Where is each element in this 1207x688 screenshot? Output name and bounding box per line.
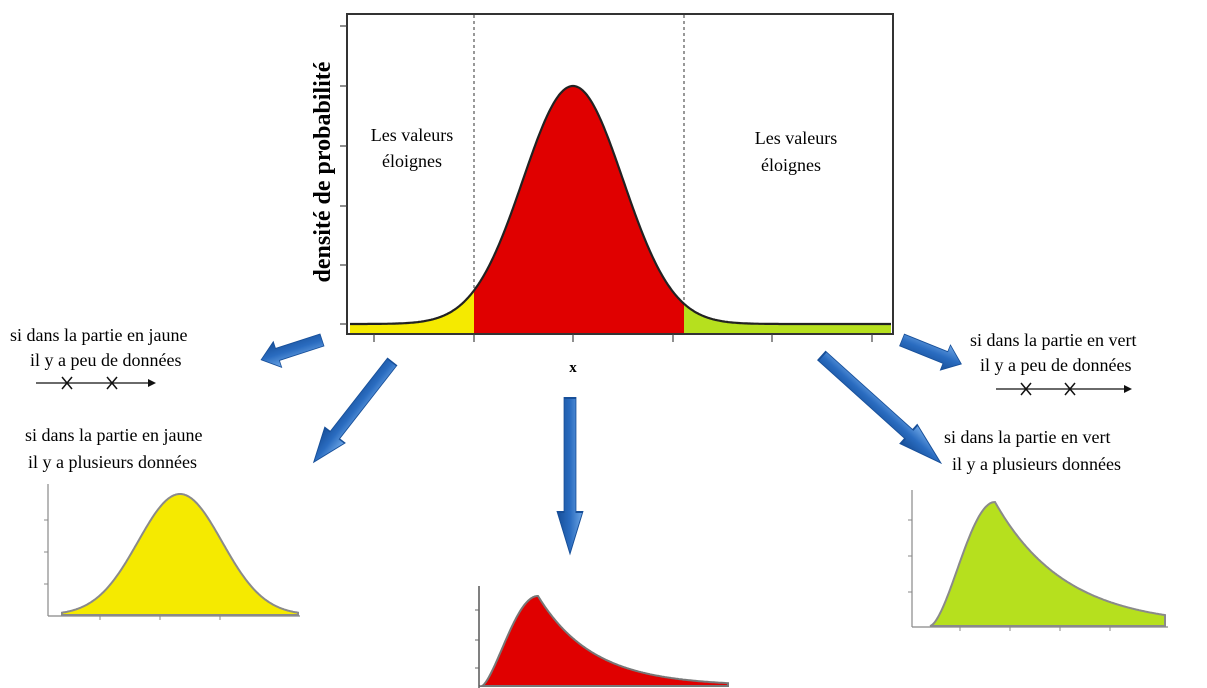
right-region-label-line1: Les valeurs: [755, 128, 837, 148]
few-data-axis-arrowhead: [1124, 385, 1132, 393]
note-right-few-line1: si dans la partie en vert: [970, 330, 1136, 350]
note-left-few-line1: si dans la partie en jaune: [10, 325, 187, 345]
x-axis-label: x: [569, 360, 577, 376]
left-region-label-line1: Les valeurs: [371, 125, 453, 145]
few-data-axis-arrowhead: [148, 379, 156, 387]
green-density-shape: [929, 500, 1166, 627]
note-left-many-line1: si dans la partie en jaune: [25, 425, 202, 445]
arrow-icon: [812, 345, 951, 474]
note-right-many-line1: si dans la partie en vert: [944, 427, 1110, 447]
arrow-icon: [303, 353, 403, 471]
note-right-few: si dans la partie en vert il y a peu de …: [970, 330, 1136, 396]
note-left-few-line2: il y a peu de données: [30, 350, 181, 370]
x-mark-icon: [61, 376, 73, 390]
mini-chart-green: [908, 490, 1168, 631]
y-axis-label: densité de probabilité: [310, 61, 336, 282]
arrow-icon: [256, 326, 327, 374]
left-tail-region: [350, 290, 474, 333]
left-region-label-line2: éloignes: [382, 151, 442, 171]
mini-chart-red: [475, 586, 729, 688]
note-right-many-line2: il y a plusieurs données: [952, 454, 1121, 474]
main-density-chart: densité de probabilité x Les valeurs élo…: [310, 13, 894, 376]
right-tail-region: [684, 303, 891, 333]
x-mark-icon: [1064, 382, 1076, 396]
x-mark-icon: [106, 376, 118, 390]
center-region: [474, 86, 684, 333]
note-left-few: si dans la partie en jaune il y a peu de…: [10, 325, 187, 390]
arrow-icon: [896, 327, 967, 377]
right-region-label-line2: éloignes: [761, 155, 821, 175]
red-density-shape: [478, 595, 729, 687]
mini-chart-yellow: [44, 484, 300, 620]
main-chart-y-ticks: [340, 25, 347, 325]
note-right-many: si dans la partie en vert il y a plusieu…: [944, 427, 1121, 474]
note-left-many: si dans la partie en jaune il y a plusie…: [25, 425, 202, 472]
x-mark-icon: [1020, 382, 1032, 396]
note-left-many-line2: il y a plusieurs données: [28, 452, 197, 472]
density-curve: [350, 84, 891, 326]
main-chart-x-ticks: [373, 334, 873, 342]
yellow-density-shape: [61, 493, 299, 616]
note-right-few-line2: il y a peu de données: [980, 355, 1131, 375]
arrow-icon: [556, 397, 584, 555]
